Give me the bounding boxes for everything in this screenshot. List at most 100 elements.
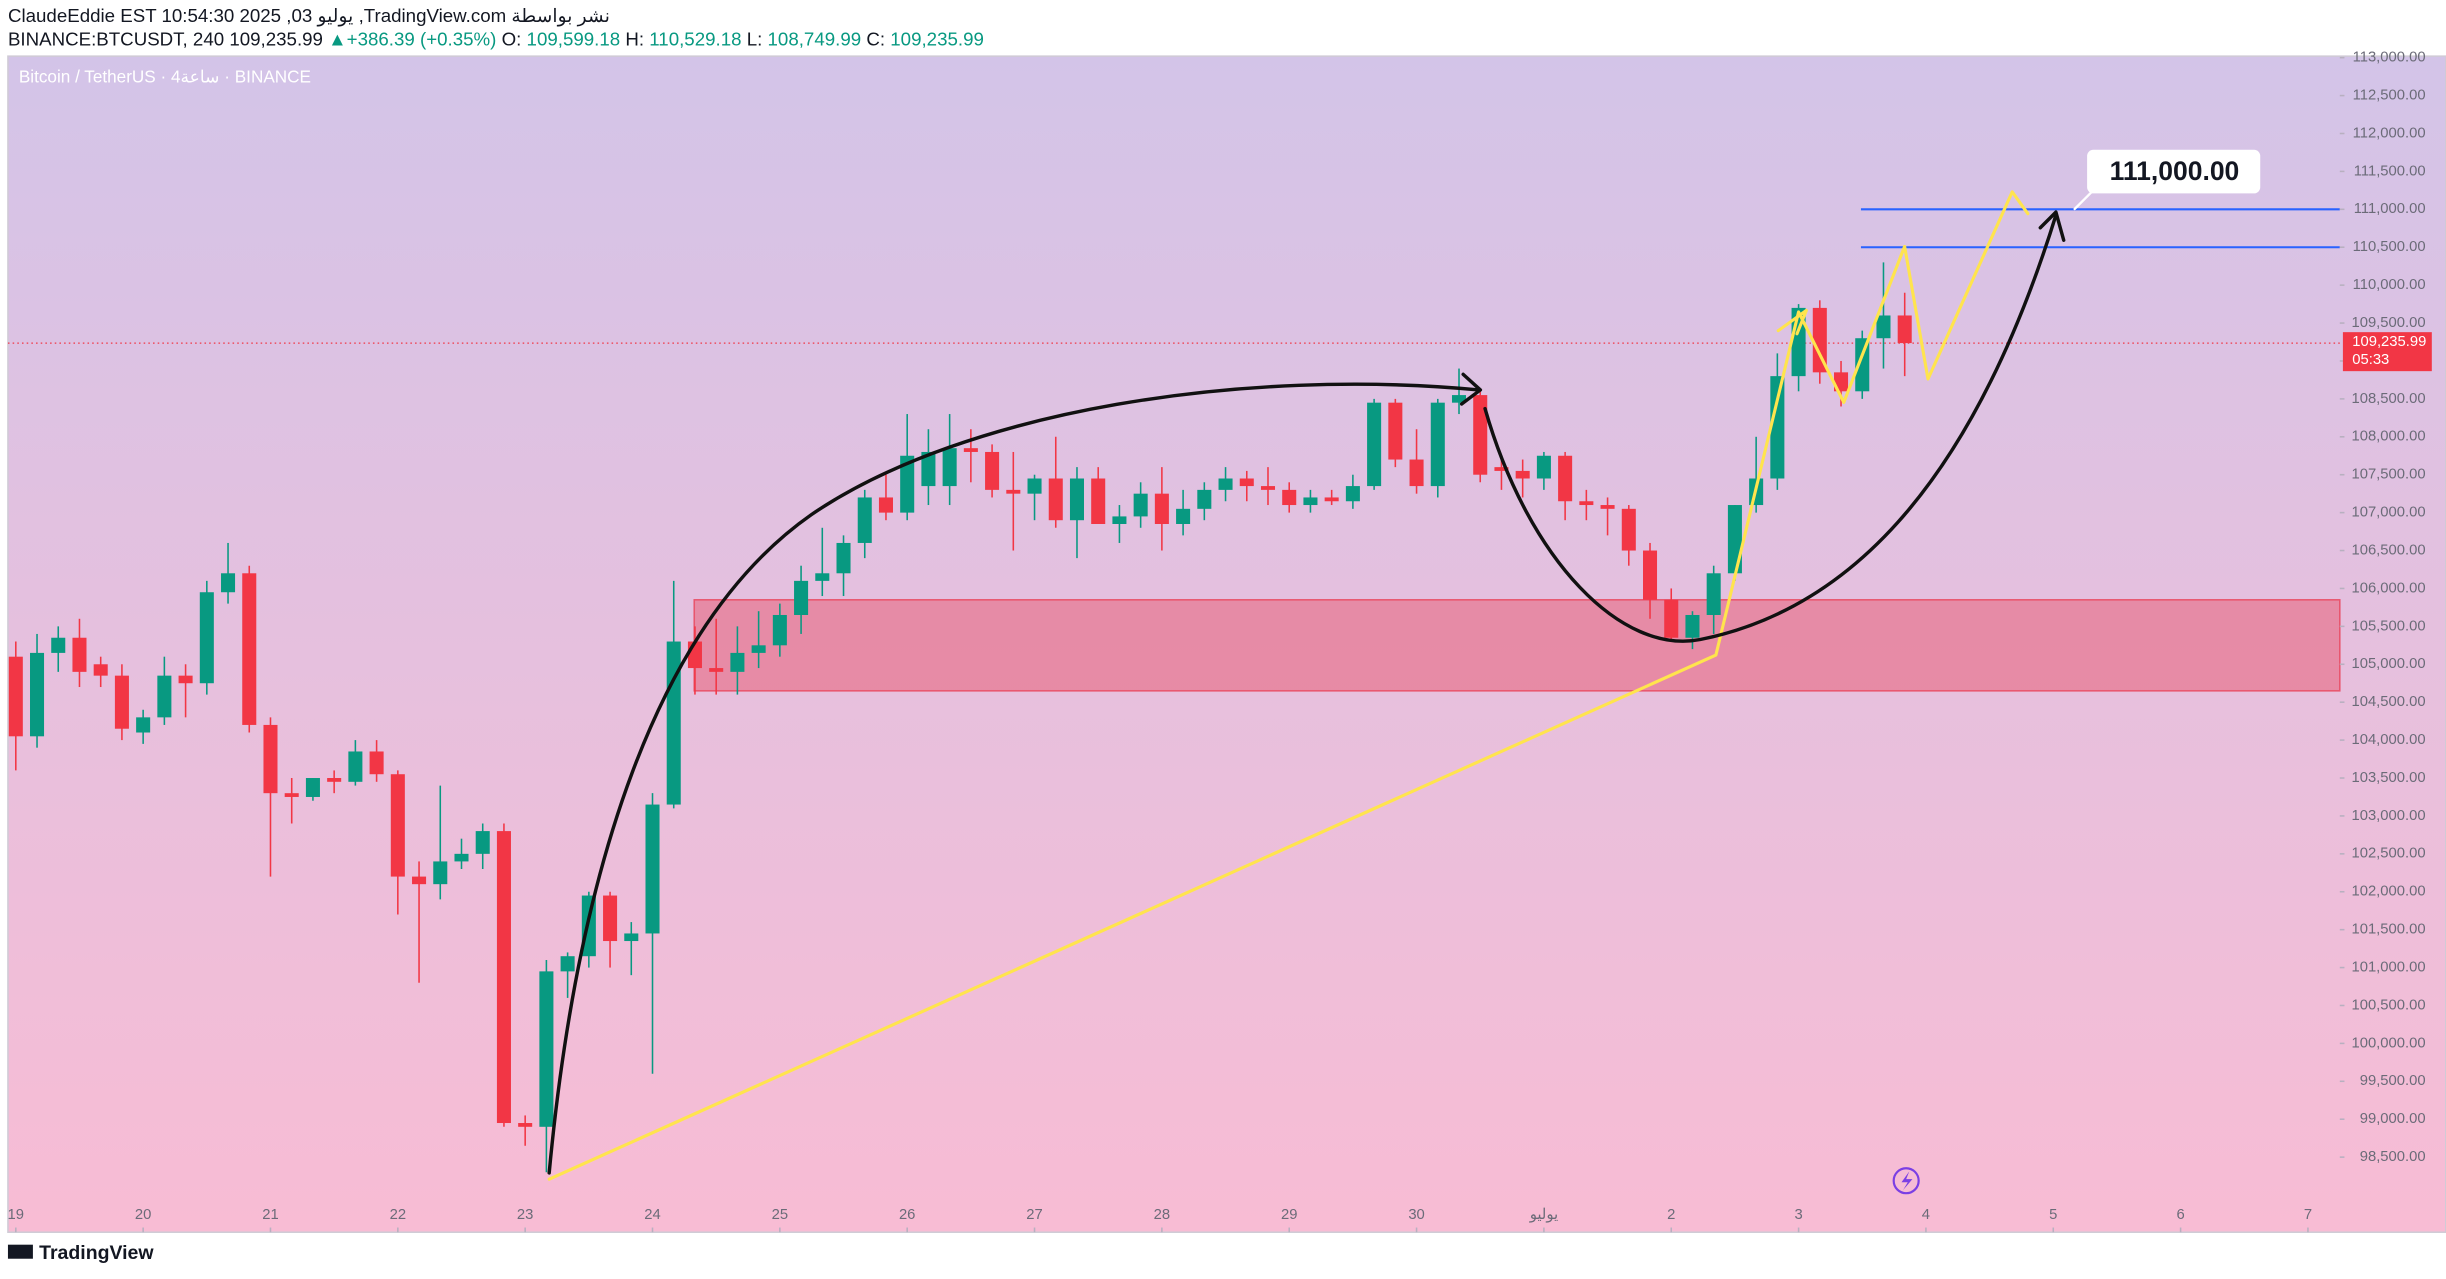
y-tick-label: 104,000.00 bbox=[2352, 732, 2426, 748]
y-tick-label: 112,500.00 bbox=[2353, 87, 2426, 103]
candle-body bbox=[836, 542, 851, 574]
candle-body bbox=[1069, 478, 1085, 521]
candle-body bbox=[1197, 489, 1212, 509]
y-tick-label: 100,000.00 bbox=[2352, 1035, 2426, 1051]
y-tick-label: 107,000.00 bbox=[2352, 505, 2426, 521]
yellow-path bbox=[547, 190, 2030, 1181]
symbol-title: Bitcoin / TetherUS · 4ساعة · BINANCE bbox=[19, 67, 311, 87]
candle-body bbox=[390, 774, 405, 877]
x-tick-label: 6 bbox=[2176, 1207, 2184, 1223]
candle-body bbox=[1409, 459, 1424, 487]
ohlc-key: O: bbox=[502, 28, 522, 49]
candle-body bbox=[603, 895, 618, 942]
y-tick-label: 111,000.00 bbox=[2354, 201, 2426, 217]
ohlc-value: 108,749.99 bbox=[768, 28, 862, 49]
ohlc-key: H: bbox=[625, 28, 644, 49]
event-icon-bolt bbox=[1901, 1171, 1913, 1191]
candle-body bbox=[1176, 508, 1191, 524]
candle-body bbox=[1515, 470, 1530, 479]
x-tick-label: 7 bbox=[2304, 1207, 2312, 1223]
candle-body bbox=[878, 497, 893, 513]
candle-body bbox=[539, 971, 554, 1127]
x-tick-label: يوليو bbox=[1529, 1207, 1558, 1223]
logo bbox=[7, 1244, 33, 1259]
candle-body bbox=[645, 804, 660, 934]
candle-body bbox=[1473, 395, 1488, 475]
symbol: BINANCE:BTCUSDT, 240 bbox=[8, 28, 224, 49]
y-tick-label: 102,000.00 bbox=[2352, 884, 2426, 900]
candle-body bbox=[624, 933, 639, 942]
candle-body bbox=[1388, 402, 1403, 460]
candle-body bbox=[560, 956, 575, 972]
callout-box bbox=[2087, 149, 2261, 194]
candle-body bbox=[433, 861, 448, 885]
candle-body bbox=[327, 778, 342, 782]
x-tick-label: 28 bbox=[1154, 1207, 1170, 1223]
y-tick-label: 105,500.00 bbox=[2352, 618, 2426, 634]
candle-body bbox=[1621, 508, 1636, 551]
y-tick-label: 106,000.00 bbox=[2352, 580, 2426, 596]
candle-body bbox=[284, 793, 299, 797]
candle-body bbox=[1027, 478, 1042, 494]
price-badge-value: 109,235.99 bbox=[2352, 334, 2426, 350]
candle-body bbox=[1324, 497, 1339, 502]
candle-body bbox=[1706, 573, 1721, 615]
brand: TradingView bbox=[39, 1242, 154, 1264]
y-tick-label: 105,000.00 bbox=[2352, 656, 2426, 672]
candle-body bbox=[1112, 516, 1127, 524]
candle-body bbox=[1451, 395, 1467, 403]
candle-body bbox=[772, 614, 787, 646]
candle-body bbox=[1430, 402, 1445, 487]
y-tick-label: 110,500.00 bbox=[2353, 239, 2426, 255]
candle-body bbox=[1642, 550, 1658, 600]
candle-body bbox=[1600, 505, 1615, 509]
candle-body bbox=[1664, 599, 1679, 638]
event-icon[interactable] bbox=[1892, 1167, 1920, 1195]
candle-body bbox=[221, 573, 236, 593]
candle-body bbox=[136, 717, 151, 733]
candle-body bbox=[518, 1123, 533, 1127]
price-badge-countdown: 05:33 bbox=[2352, 352, 2389, 368]
candle-body bbox=[30, 652, 45, 737]
x-tick-label: 25 bbox=[772, 1207, 788, 1223]
candle-body bbox=[412, 876, 427, 885]
candle-body bbox=[8, 656, 23, 737]
candle-body bbox=[921, 451, 936, 487]
candle-body bbox=[1154, 493, 1169, 524]
y-tick-label: 108,000.00 bbox=[2352, 429, 2426, 445]
x-tick-label: 3 bbox=[1794, 1207, 1802, 1223]
y-tick-label: 101,500.00 bbox=[2352, 922, 2426, 938]
candle-body bbox=[751, 645, 766, 653]
candle-body bbox=[1558, 455, 1573, 502]
candle-body bbox=[942, 448, 957, 487]
y-tick-label: 99,000.00 bbox=[2360, 1111, 2426, 1127]
support-zone bbox=[693, 599, 2341, 692]
callout-pointer bbox=[2073, 189, 2095, 211]
y-tick-label: 98,500.00 bbox=[2360, 1149, 2426, 1165]
candle-body bbox=[369, 751, 384, 775]
candle-body bbox=[157, 675, 172, 718]
candle-body bbox=[114, 675, 129, 729]
candle-body bbox=[1282, 489, 1297, 506]
arrow-head bbox=[1459, 372, 1483, 406]
y-tick-label: 109,500.00 bbox=[2352, 315, 2426, 331]
candle-body bbox=[1876, 315, 1891, 339]
curve-arrow bbox=[1483, 213, 2058, 643]
x-tick-label: 24 bbox=[644, 1207, 660, 1223]
x-tick-label: 2 bbox=[1667, 1207, 1675, 1223]
x-tick-label: 19 bbox=[8, 1207, 24, 1223]
y-tick-label: 112,000.00 bbox=[2353, 125, 2426, 141]
x-tick-label: 29 bbox=[1281, 1207, 1297, 1223]
candle-body bbox=[1897, 315, 1912, 344]
y-tick-label: 100,500.00 bbox=[2352, 997, 2426, 1013]
arc-arrow bbox=[547, 382, 1481, 1175]
candle-body bbox=[454, 853, 469, 862]
ohlc-value: 109,599.18 bbox=[527, 28, 621, 49]
candle-body bbox=[1367, 402, 1382, 487]
candle-body bbox=[496, 831, 511, 1124]
x-tick-label: 22 bbox=[390, 1207, 406, 1223]
y-tick-label: 102,500.00 bbox=[2352, 846, 2426, 862]
ohlc-key: L: bbox=[747, 28, 763, 49]
y-tick-label: 113,000.00 bbox=[2353, 50, 2426, 66]
